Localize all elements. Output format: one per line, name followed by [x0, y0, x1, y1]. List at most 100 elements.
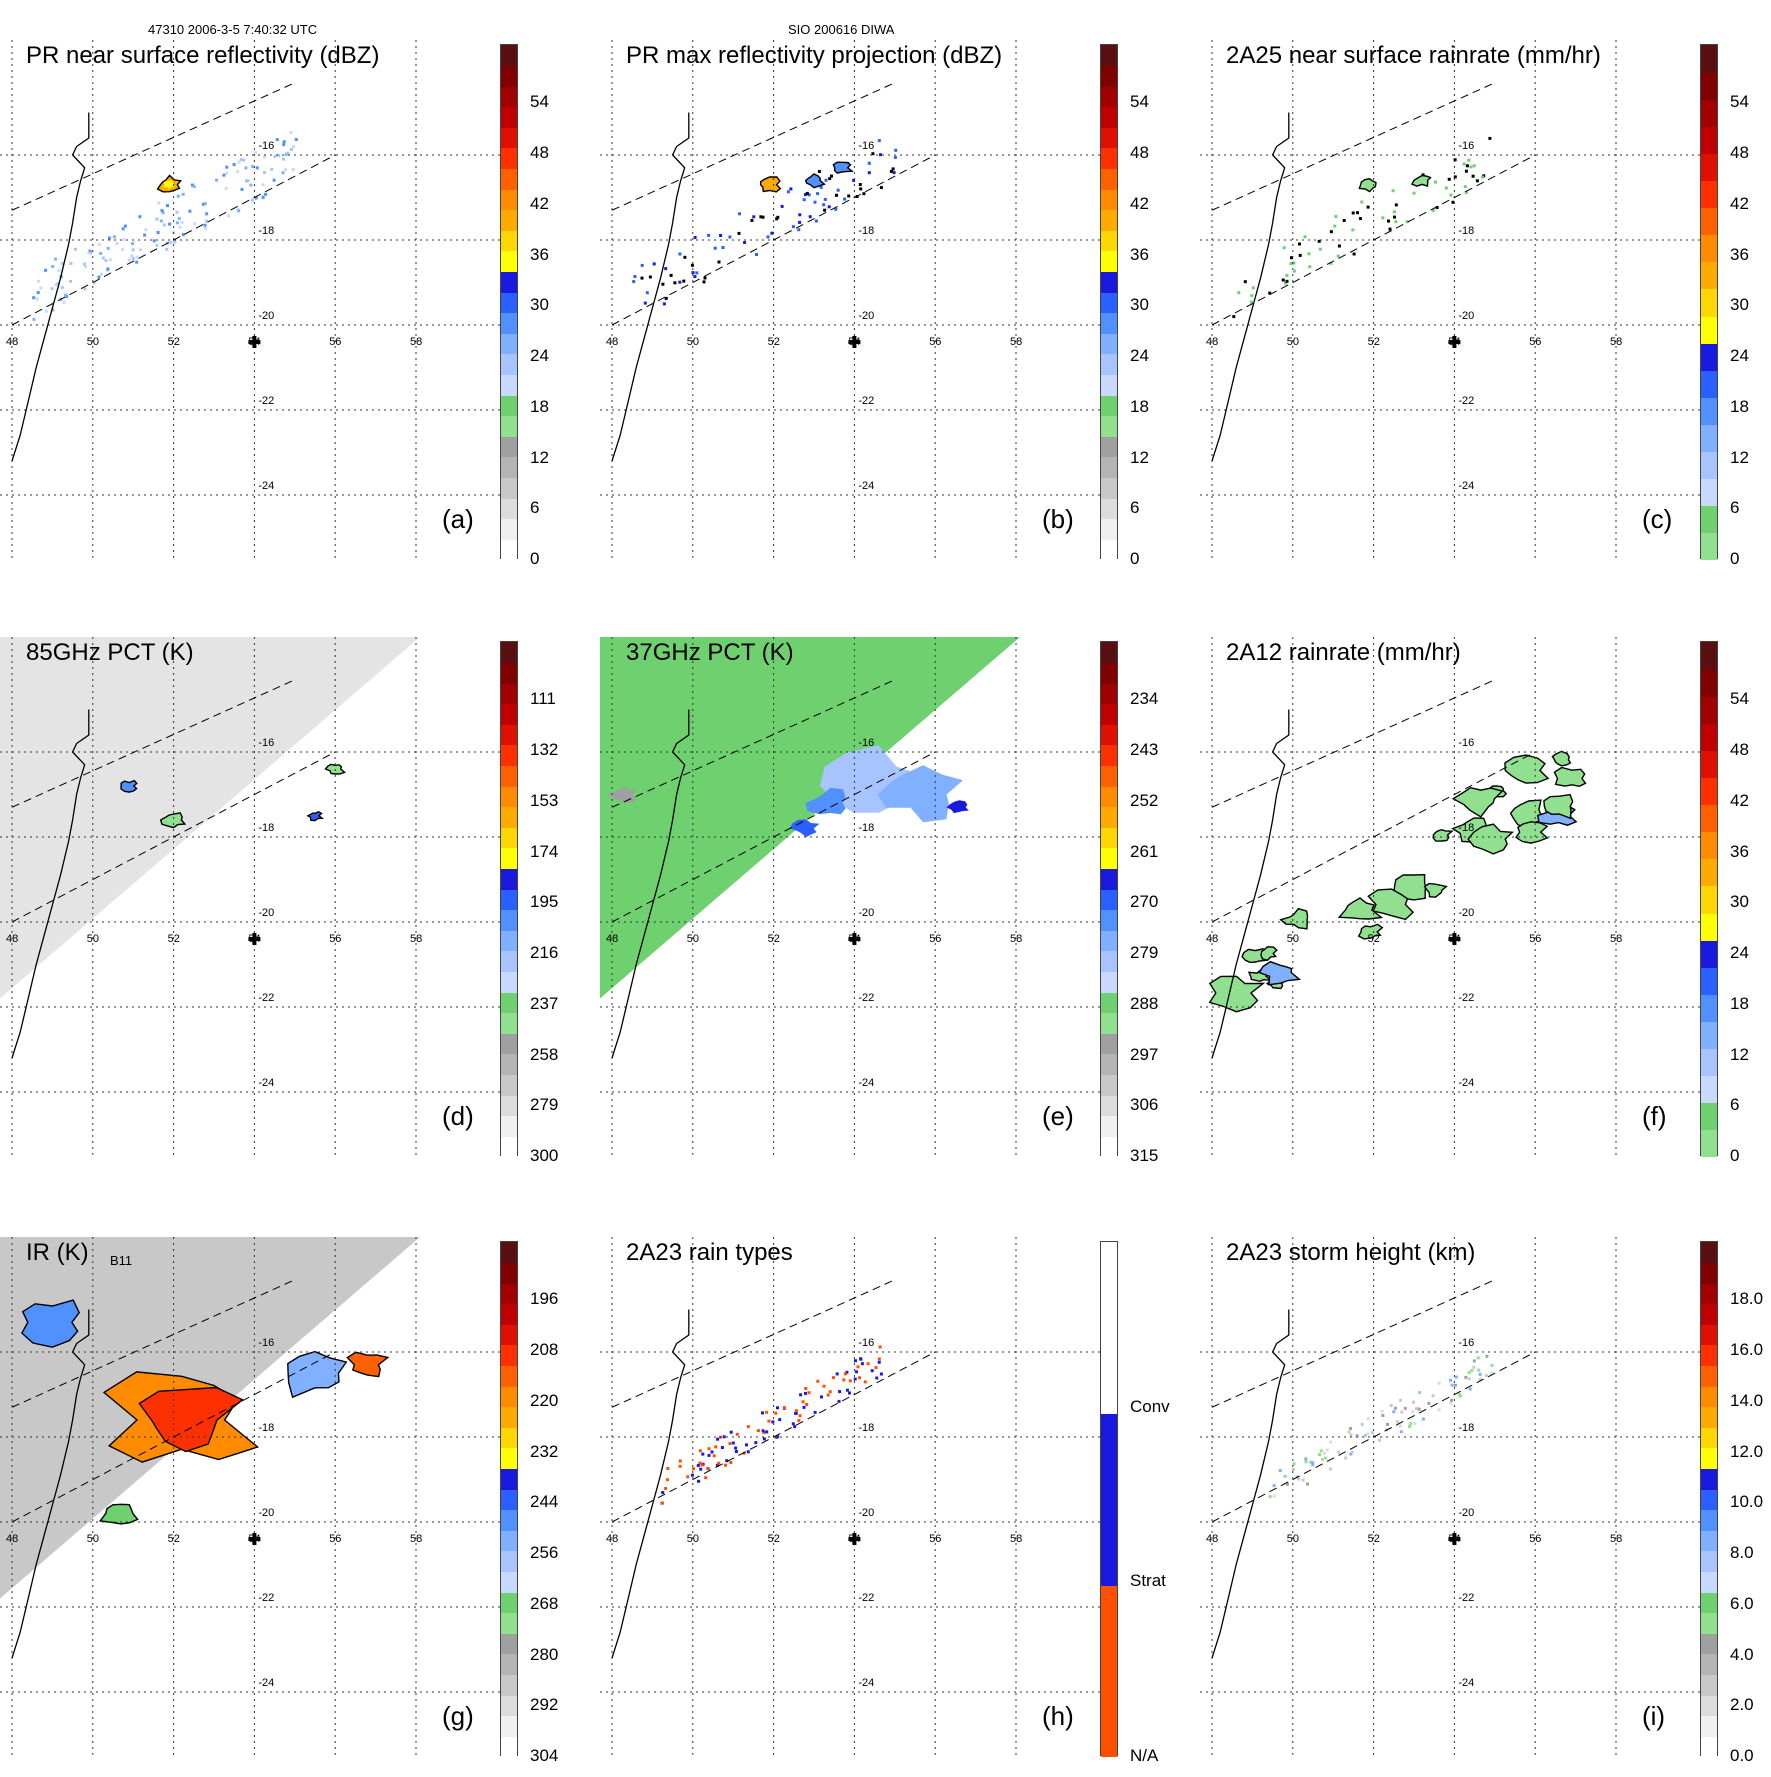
rain-type-pixel — [791, 1422, 795, 1426]
data-pixel — [835, 193, 838, 197]
storm-height-pixel — [1324, 1456, 1328, 1460]
storm-height-pixel — [1470, 1369, 1474, 1373]
data-pixel — [237, 160, 241, 164]
lon-tick-label: 58 — [410, 933, 422, 945]
colorbar-segment — [501, 148, 517, 170]
map-svg: 485052545658-16-18-20-22-24-26 — [0, 1237, 500, 1757]
colorbar-segment — [501, 539, 517, 561]
lat-tick-label: -22 — [1458, 992, 1474, 1004]
colorbar-tick-label: 0 — [1730, 549, 1740, 568]
data-pixel — [104, 259, 108, 263]
swath-edge-south — [611, 1351, 936, 1523]
data-pixel — [1435, 206, 1439, 209]
colorbar-segment — [501, 1242, 517, 1264]
data-pixel — [162, 223, 166, 227]
colorbar-segment — [1701, 505, 1717, 534]
colorbar-segment — [1101, 827, 1117, 849]
data-pixel — [1444, 186, 1448, 190]
rain-type-pixel — [700, 1463, 704, 1467]
rain-type-pixel — [731, 1441, 735, 1445]
rain-type-pixel — [776, 1406, 779, 1410]
data-pixel — [1250, 294, 1254, 298]
rain-cell — [1423, 882, 1448, 898]
lat-tick-label: -24 — [858, 1677, 874, 1689]
colorbar-segment — [1101, 662, 1117, 684]
ir-north-band — [21, 1299, 81, 1348]
data-pixel — [662, 302, 666, 306]
colorbar-segment — [1701, 153, 1717, 181]
colorbar-segment — [501, 395, 517, 417]
data-pixel — [843, 197, 847, 201]
rain-type-pixel — [845, 1388, 849, 1392]
colorbar-tick-label: 4.0 — [1730, 1644, 1754, 1664]
echo-cell — [804, 173, 826, 189]
storm-height-pixel — [1292, 1468, 1295, 1471]
lat-tick-label: -16 — [858, 140, 874, 152]
storm-height-pixel — [1467, 1377, 1471, 1381]
data-pixel — [64, 293, 68, 297]
data-pixel — [761, 215, 765, 219]
colorbar-tick-label: 54 — [1130, 92, 1149, 112]
data-pixel — [44, 309, 48, 313]
lat-tick-label: -18 — [1458, 1422, 1474, 1434]
colorbar-segment — [501, 1386, 517, 1408]
data-pixel — [877, 139, 881, 143]
colorbar-segment — [1101, 1095, 1117, 1117]
rain-type-pixel — [686, 1475, 690, 1479]
data-pixel — [1249, 300, 1253, 304]
lat-tick-label: -24 — [258, 480, 274, 492]
rain-type-pixel — [855, 1370, 858, 1374]
colorbar-segment — [1101, 539, 1117, 561]
storm-height-pixel — [1304, 1457, 1308, 1461]
data-pixel — [1469, 165, 1473, 169]
data-pixel — [156, 231, 160, 234]
storm-height-pixel — [1268, 1495, 1272, 1499]
data-pixel — [61, 262, 65, 265]
rain-type-pixel — [767, 1419, 771, 1423]
colorbar-segment — [1701, 669, 1717, 697]
data-pixel — [139, 248, 142, 252]
lat-tick-label: -16 — [858, 1337, 874, 1349]
data-pixel — [272, 178, 276, 182]
data-pixel — [282, 157, 285, 161]
lon-tick-label: 48 — [6, 1533, 18, 1545]
colorbar-segment — [1101, 683, 1117, 705]
rain-type-pixel — [690, 1473, 694, 1477]
colorbar-segment — [501, 848, 517, 870]
colorbar-segment — [1101, 106, 1117, 128]
rain-type-pixel — [802, 1405, 806, 1409]
rain-type-pixel — [724, 1463, 727, 1467]
colorbar-segment — [501, 786, 517, 808]
colorbar-segment — [1701, 858, 1717, 887]
colorbar-segment — [1701, 451, 1717, 480]
colorbar-tick-label: 18 — [1730, 396, 1749, 416]
colorbar-segment — [501, 354, 517, 376]
colorbar-segment — [1101, 703, 1117, 725]
data-pixel — [123, 224, 127, 228]
colorbar-segment — [1701, 1654, 1717, 1676]
data-pixel — [135, 255, 139, 259]
rain-cell — [1279, 907, 1309, 930]
echo-core — [759, 176, 782, 193]
data-pixel — [284, 152, 288, 156]
data-pixel — [121, 248, 125, 251]
data-pixel — [1289, 262, 1293, 266]
data-pixel — [32, 296, 36, 300]
storm-height-pixel — [1272, 1484, 1276, 1488]
rain-type-pixel — [798, 1414, 802, 1418]
colorbar-tick-label: 42 — [1730, 193, 1749, 213]
map-grid: 485052545658-16-18-20-22-24-26 — [600, 637, 1100, 1157]
data-pixel — [178, 225, 182, 229]
data-pixel — [239, 158, 243, 162]
storm-height-pixel — [1464, 1375, 1468, 1379]
data-pixel — [277, 154, 281, 157]
data-pixel — [131, 242, 135, 246]
data-pixel — [834, 207, 838, 211]
data-pixel — [176, 194, 180, 198]
rain-type-pixel — [877, 1357, 881, 1361]
colorbar-segment — [1701, 478, 1717, 507]
data-pixel — [652, 262, 656, 266]
storm-center-marker — [248, 1533, 261, 1545]
colorbar-tick-label: 279 — [1130, 943, 1159, 963]
